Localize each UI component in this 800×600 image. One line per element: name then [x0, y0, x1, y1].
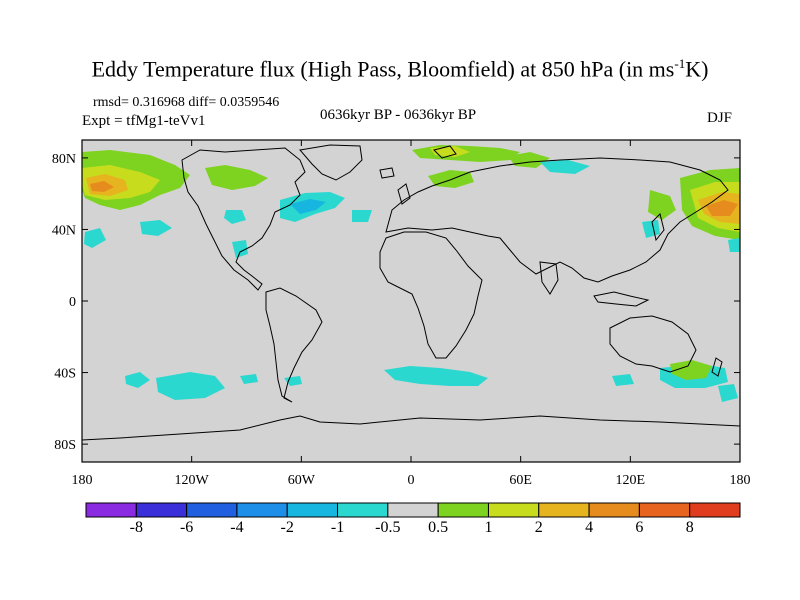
x-tick-label: 180 [730, 473, 751, 488]
anomaly-region [718, 384, 738, 402]
anomaly-region [140, 220, 172, 236]
colorbar-swatch [135, 502, 188, 518]
colorbar-label: 2 [534, 519, 543, 536]
colorbar-swatch [437, 502, 489, 518]
colorbar-label: -8 [129, 519, 143, 536]
colorbar-swatch [85, 502, 137, 518]
colorbar-swatch [689, 502, 741, 518]
coastline-uk [397, 183, 411, 205]
coastline-antarctica [82, 415, 740, 441]
coastline-eurasia [385, 157, 729, 283]
anomaly-fields [82, 145, 740, 402]
anomaly-region [384, 366, 488, 386]
coastline-indonesia [593, 291, 650, 307]
anomaly-region [84, 228, 106, 248]
x-tick-label: 120E [616, 473, 646, 488]
experiment-label: Expt = tfMg1-teVv1 [82, 113, 206, 129]
y-tick-label: 40N [52, 223, 76, 238]
anomaly-region [290, 199, 326, 214]
colorbar-label: 4 [585, 519, 594, 536]
colorbar-swatch [487, 502, 540, 518]
anomaly-region [706, 200, 738, 216]
anomaly-region [156, 372, 225, 400]
anomaly-region [670, 360, 712, 380]
coastline-japan [651, 213, 665, 242]
colorbar-swatch [638, 502, 691, 518]
anomaly-region [224, 210, 246, 224]
x-tick-label: 60E [509, 473, 532, 488]
anomaly-region [90, 181, 114, 192]
colorbar [85, 502, 741, 518]
coastline-africa [379, 231, 483, 359]
colorbar-label: -6 [179, 519, 194, 536]
x-tick-label: 120W [175, 473, 210, 488]
coastline-india [539, 261, 559, 295]
colorbar-swatch [286, 502, 339, 518]
colorbar-label: -0.5 [375, 519, 401, 536]
colorbar-swatch [236, 502, 288, 518]
coastline-iceland [379, 167, 395, 179]
colorbar-label: -4 [230, 519, 244, 536]
y-tick-label: 40S [54, 367, 76, 382]
colorbar-swatch [186, 502, 238, 518]
x-tick-label: 0 [408, 473, 415, 488]
anomaly-region [540, 160, 590, 174]
season-label: DJF [707, 110, 733, 126]
plot-title: Eddy Temperature flux (High Pass, Bloomf… [91, 56, 709, 82]
axis-ticks [81, 140, 741, 462]
y-tick-label: 0 [69, 295, 76, 310]
colorbar-swatch [538, 502, 590, 518]
anomaly-region [642, 220, 660, 238]
anomaly-region [125, 372, 150, 388]
anomaly-region [728, 238, 740, 252]
coastline-greenland [299, 144, 363, 181]
period-label: 0636kyr BP - 0636kyr BP [320, 107, 477, 123]
coastline-svalbard [433, 145, 457, 159]
colorbar-swatch [588, 502, 640, 518]
coastline-australia [609, 315, 697, 373]
colorbar-label: 1 [484, 519, 493, 536]
anomaly-region [352, 210, 372, 222]
anomaly-region [612, 374, 634, 386]
stats-text: rmsd= 0.316968 diff= 0.0359546 [93, 95, 280, 110]
coastline-north-america [181, 147, 306, 291]
colorbar-label: 0.5 [428, 519, 449, 536]
coastline-new-zealand [711, 357, 723, 377]
colorbar-swatch [387, 502, 439, 518]
coastlines [82, 144, 740, 441]
anomaly-region [240, 374, 258, 384]
colorbar-label: 8 [685, 519, 694, 536]
axis-tick-labels: 80N 40N 0 40S 80S 180 120W 60W 0 60E 120E 180 [52, 152, 751, 488]
x-tick-label: 60W [288, 473, 316, 488]
coastline-south-america [265, 287, 323, 403]
colorbar-label: -1 [330, 519, 345, 536]
anomaly-region [648, 190, 676, 220]
x-tick-label: 180 [72, 473, 93, 488]
anomaly-region [205, 165, 268, 190]
colorbar-swatch [337, 502, 389, 518]
y-tick-label: 80S [54, 438, 76, 453]
y-tick-label: 80N [52, 152, 76, 167]
anomaly-region [232, 240, 248, 258]
colorbar-label: 6 [635, 519, 644, 536]
colorbar-label: -2 [280, 519, 294, 536]
map-background [82, 140, 740, 462]
anomaly-region [284, 376, 302, 386]
